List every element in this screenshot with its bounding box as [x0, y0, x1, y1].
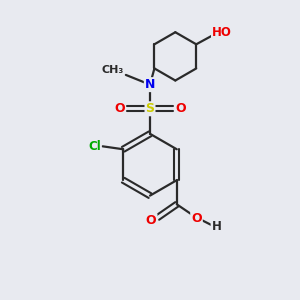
Text: N: N: [145, 78, 155, 91]
Text: HO: HO: [212, 26, 232, 39]
Text: CH₃: CH₃: [101, 65, 124, 76]
Text: O: O: [191, 212, 202, 225]
Text: O: O: [114, 102, 125, 115]
Text: O: O: [175, 102, 186, 115]
Text: S: S: [146, 102, 154, 115]
Text: O: O: [146, 214, 157, 227]
Text: Cl: Cl: [88, 140, 101, 153]
Text: H: H: [212, 220, 221, 233]
